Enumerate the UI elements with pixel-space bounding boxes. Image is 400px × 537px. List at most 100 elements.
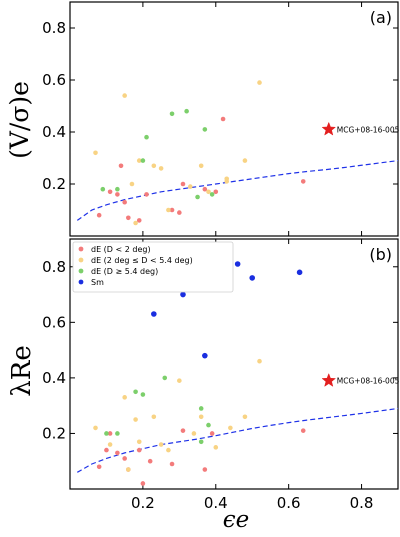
scatter-point xyxy=(220,116,226,122)
legend-label: Sm xyxy=(91,278,104,287)
scatter-point xyxy=(300,179,306,184)
scatter-point xyxy=(140,481,146,486)
scatter-point xyxy=(296,269,303,276)
scatter-point xyxy=(213,445,219,450)
scatter-point xyxy=(202,352,208,359)
scatter-point xyxy=(107,442,113,447)
scatter-point xyxy=(147,458,153,464)
scatter-point xyxy=(115,186,120,192)
scatter-point xyxy=(300,428,306,433)
scatter-point xyxy=(126,467,131,472)
reference-curve xyxy=(76,407,399,473)
x-tick-label: 0.6 xyxy=(277,494,301,512)
scatter-point xyxy=(166,207,171,213)
scatter-point xyxy=(206,189,211,195)
scatter-point xyxy=(126,215,131,221)
scatter-point xyxy=(191,431,197,436)
scatter-point xyxy=(151,163,157,169)
scatter-point xyxy=(198,163,204,169)
legend-label: dE (D ≥ 5.4 deg) xyxy=(91,267,158,276)
y-tick-label: 0.4 xyxy=(42,369,66,387)
scatter-point xyxy=(104,447,109,453)
scatter-point xyxy=(136,447,142,453)
reference-curve xyxy=(76,160,399,221)
scatter-point xyxy=(202,467,208,472)
y-tick-label: 0.2 xyxy=(42,424,66,442)
scatter-point xyxy=(169,111,175,117)
scatter-point xyxy=(249,275,256,281)
scatter-point xyxy=(180,291,186,298)
scatter-point xyxy=(198,414,204,420)
scatter-point xyxy=(151,311,157,317)
scatter-point xyxy=(257,80,262,85)
y-tick-label: 0.2 xyxy=(42,175,66,193)
scatter-point xyxy=(133,417,138,422)
panel-label: (a) xyxy=(370,8,392,27)
scatter-point xyxy=(122,395,127,400)
scatter-point xyxy=(96,464,102,470)
scatter-point xyxy=(140,158,146,163)
scatter-point xyxy=(118,163,124,169)
highlight-star-marker xyxy=(321,372,337,387)
plot-area xyxy=(69,1,399,237)
highlight-label: MCG+08-16-005 xyxy=(337,377,400,386)
scatter-point xyxy=(136,439,142,445)
scatter-point xyxy=(228,425,233,431)
y-tick-label: 0.8 xyxy=(42,19,66,37)
panel-top: 0.2 0.4 0.6 0.8 (a) MCG+08-16-005 xyxy=(42,1,400,237)
scatter-point xyxy=(158,166,164,171)
scatter-point xyxy=(166,447,171,453)
scatter-point xyxy=(257,358,262,364)
scatter-point xyxy=(202,127,208,132)
y-axis-title-top: (V/σ)e xyxy=(5,81,34,159)
legend-marker xyxy=(78,257,84,263)
scatter-point xyxy=(122,93,127,98)
scatter-point xyxy=(213,189,219,195)
scatter-point xyxy=(195,194,200,200)
legend-marker xyxy=(78,268,84,274)
scatter-point xyxy=(115,431,120,436)
scatter-point xyxy=(177,378,182,383)
scatter-point xyxy=(169,461,175,467)
scatter-point xyxy=(122,456,127,461)
scatter-point xyxy=(107,431,113,436)
y-tick-label: 0.6 xyxy=(42,71,66,89)
scatter-point xyxy=(198,439,204,445)
scatter-point xyxy=(234,261,241,267)
scatter-point xyxy=(242,414,248,420)
scatter-point xyxy=(144,134,149,140)
scatter-point xyxy=(104,431,109,436)
panel-label: (b) xyxy=(369,245,392,264)
scatter-point xyxy=(224,179,230,184)
scatter-point xyxy=(162,375,168,381)
panel-bottom: 0.2 0.4 0.6 0.8 0.2 0.4 0.6 0.8 (b) MCG+08-16-005… xyxy=(42,238,400,512)
scatter-point xyxy=(242,158,248,163)
legend-marker xyxy=(78,246,84,252)
highlight-label: MCG+08-16-005 xyxy=(337,125,400,134)
scatter-point xyxy=(96,212,102,218)
scatter-point xyxy=(206,422,211,428)
scatter-point xyxy=(184,108,189,114)
y-tick-label: 0.8 xyxy=(42,258,66,276)
scatter-point xyxy=(136,158,142,163)
scatter-point xyxy=(180,181,186,187)
legend-label: dE (2 deg ≤ D < 5.4 deg) xyxy=(91,256,193,265)
scatter-point xyxy=(198,406,204,411)
scatter-point xyxy=(115,450,120,456)
scatter-point xyxy=(107,189,113,195)
y-tick-label: 0.4 xyxy=(42,123,66,141)
scatter-point xyxy=(100,186,106,192)
scatter-point xyxy=(144,192,149,197)
y-axis-title-bottom: λRe xyxy=(7,345,37,396)
x-tick-label: 0.4 xyxy=(204,494,228,512)
scatter-point xyxy=(202,186,208,192)
legend-label: dE (D < 2 deg) xyxy=(91,245,151,254)
scatter-point xyxy=(180,428,186,433)
scatter-point xyxy=(177,210,182,215)
scatter-point xyxy=(209,192,215,197)
scatter-point xyxy=(209,431,215,436)
x-tick-label: 0.2 xyxy=(131,494,155,512)
scatter-point xyxy=(115,192,120,197)
